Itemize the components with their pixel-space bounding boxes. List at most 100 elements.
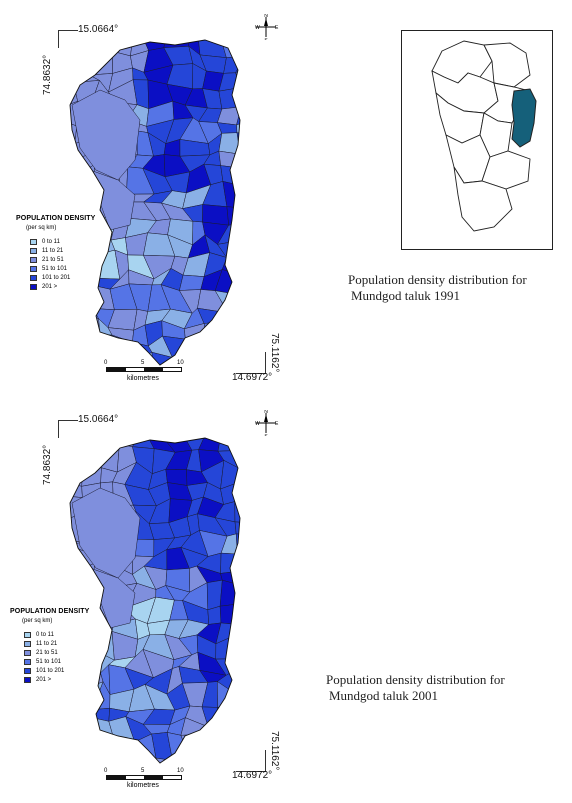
village-polygon (242, 389, 263, 400)
coord-bottom-label: 14.6972° (232, 770, 273, 781)
village-polygon (221, 784, 244, 798)
legend-item: 51 to 101 (24, 658, 61, 665)
village-polygon (237, 567, 240, 586)
village-polygon (235, 236, 240, 263)
village-polygon (292, 735, 300, 762)
village-polygon (236, 117, 240, 137)
village-polygon (70, 40, 81, 54)
village-polygon (185, 338, 208, 357)
village-polygon (271, 500, 299, 521)
village-polygon (254, 445, 282, 467)
village-polygon (252, 705, 282, 718)
village-polygon (291, 636, 300, 659)
village-polygon (259, 216, 282, 237)
village-polygon (71, 648, 101, 674)
village-polygon (259, 622, 272, 639)
village-polygon (89, 443, 120, 473)
village-polygon (234, 72, 240, 88)
village-polygon (256, 285, 278, 313)
legend-swatch (24, 658, 31, 665)
village-polygon (108, 751, 134, 763)
village-polygon (234, 693, 240, 708)
coord-left-label: 74.8632° (42, 54, 53, 95)
village-polygon (252, 303, 278, 320)
scale-tick-10: 10 (177, 360, 184, 366)
taluk-choropleth-1991 (69, 39, 300, 400)
coord-top-label: 15.0664° (78, 414, 119, 425)
village-polygon (259, 496, 279, 524)
village-polygon (202, 204, 229, 226)
village-polygon (288, 218, 300, 246)
village-polygon (274, 302, 295, 330)
village-polygon (277, 274, 300, 290)
village-polygon (224, 317, 237, 344)
village-polygon (270, 624, 294, 636)
taluk-choropleth-2001 (69, 437, 300, 798)
village-polygon (190, 386, 211, 400)
village-polygon (70, 691, 72, 712)
village-polygon (279, 201, 299, 225)
village-polygon (271, 115, 299, 142)
coord-left-label: 74.8632° (42, 444, 53, 485)
village-polygon (131, 438, 155, 449)
village-polygon (287, 486, 300, 506)
village-polygon (179, 274, 205, 291)
village-polygon (167, 372, 192, 398)
village-polygon (254, 479, 279, 501)
village-polygon (253, 688, 280, 707)
village-polygon (244, 632, 262, 659)
village-polygon (70, 751, 75, 763)
village-polygon (272, 540, 292, 557)
village-polygon (70, 566, 80, 583)
village-polygon (223, 55, 240, 74)
village-polygon (89, 438, 120, 456)
legend-unit: (per sq km) (26, 225, 57, 231)
village-polygon (217, 438, 240, 452)
legend-item: 101 to 201 (30, 274, 70, 281)
village-polygon (70, 547, 78, 572)
coord-right-label: 75.1162° (269, 731, 280, 771)
village-polygon (70, 284, 81, 312)
village-polygon (232, 40, 240, 57)
caption-line-2: Mundgod taluk 1991 (351, 288, 461, 303)
legend-item: 11 to 21 (24, 640, 57, 647)
village-polygon (70, 448, 103, 469)
legend-item: 0 to 11 (30, 238, 60, 245)
village-polygon (257, 437, 281, 449)
village-polygon (271, 138, 299, 157)
village-polygon (74, 775, 97, 785)
scale-tick-5: 5 (141, 360, 145, 366)
legend-item: 11 to 21 (30, 247, 63, 254)
village-polygon (191, 372, 206, 394)
village-polygon (291, 658, 300, 668)
district-outline-map (431, 40, 537, 232)
village-polygon (71, 487, 141, 579)
village-polygon (92, 387, 113, 400)
village-polygon (277, 346, 298, 356)
village-polygon (279, 356, 298, 375)
village-polygon (233, 317, 240, 347)
village-polygon (277, 461, 296, 487)
village-polygon (73, 334, 101, 355)
village-polygon (72, 220, 97, 243)
legend-swatch (30, 238, 37, 245)
village-polygon (296, 664, 300, 684)
village-polygon (297, 683, 300, 704)
village-polygon (92, 370, 120, 398)
legend-swatch (24, 667, 31, 674)
village-polygon (236, 132, 240, 155)
village-polygon (225, 342, 240, 359)
village-polygon (75, 255, 93, 279)
village-polygon (238, 167, 240, 194)
legend-item: 0 to 11 (24, 631, 54, 638)
village-polygon (200, 784, 225, 798)
village-polygon (236, 185, 240, 208)
village-polygon (184, 786, 205, 798)
coord-bottom-label: 14.6972° (232, 372, 273, 383)
village-polygon (144, 40, 167, 51)
legend-swatch (24, 676, 31, 683)
village-polygon (220, 740, 240, 761)
village-polygon (70, 181, 79, 211)
scale-unit: kilometres (127, 375, 159, 382)
legend-item: 201 > (24, 676, 51, 683)
